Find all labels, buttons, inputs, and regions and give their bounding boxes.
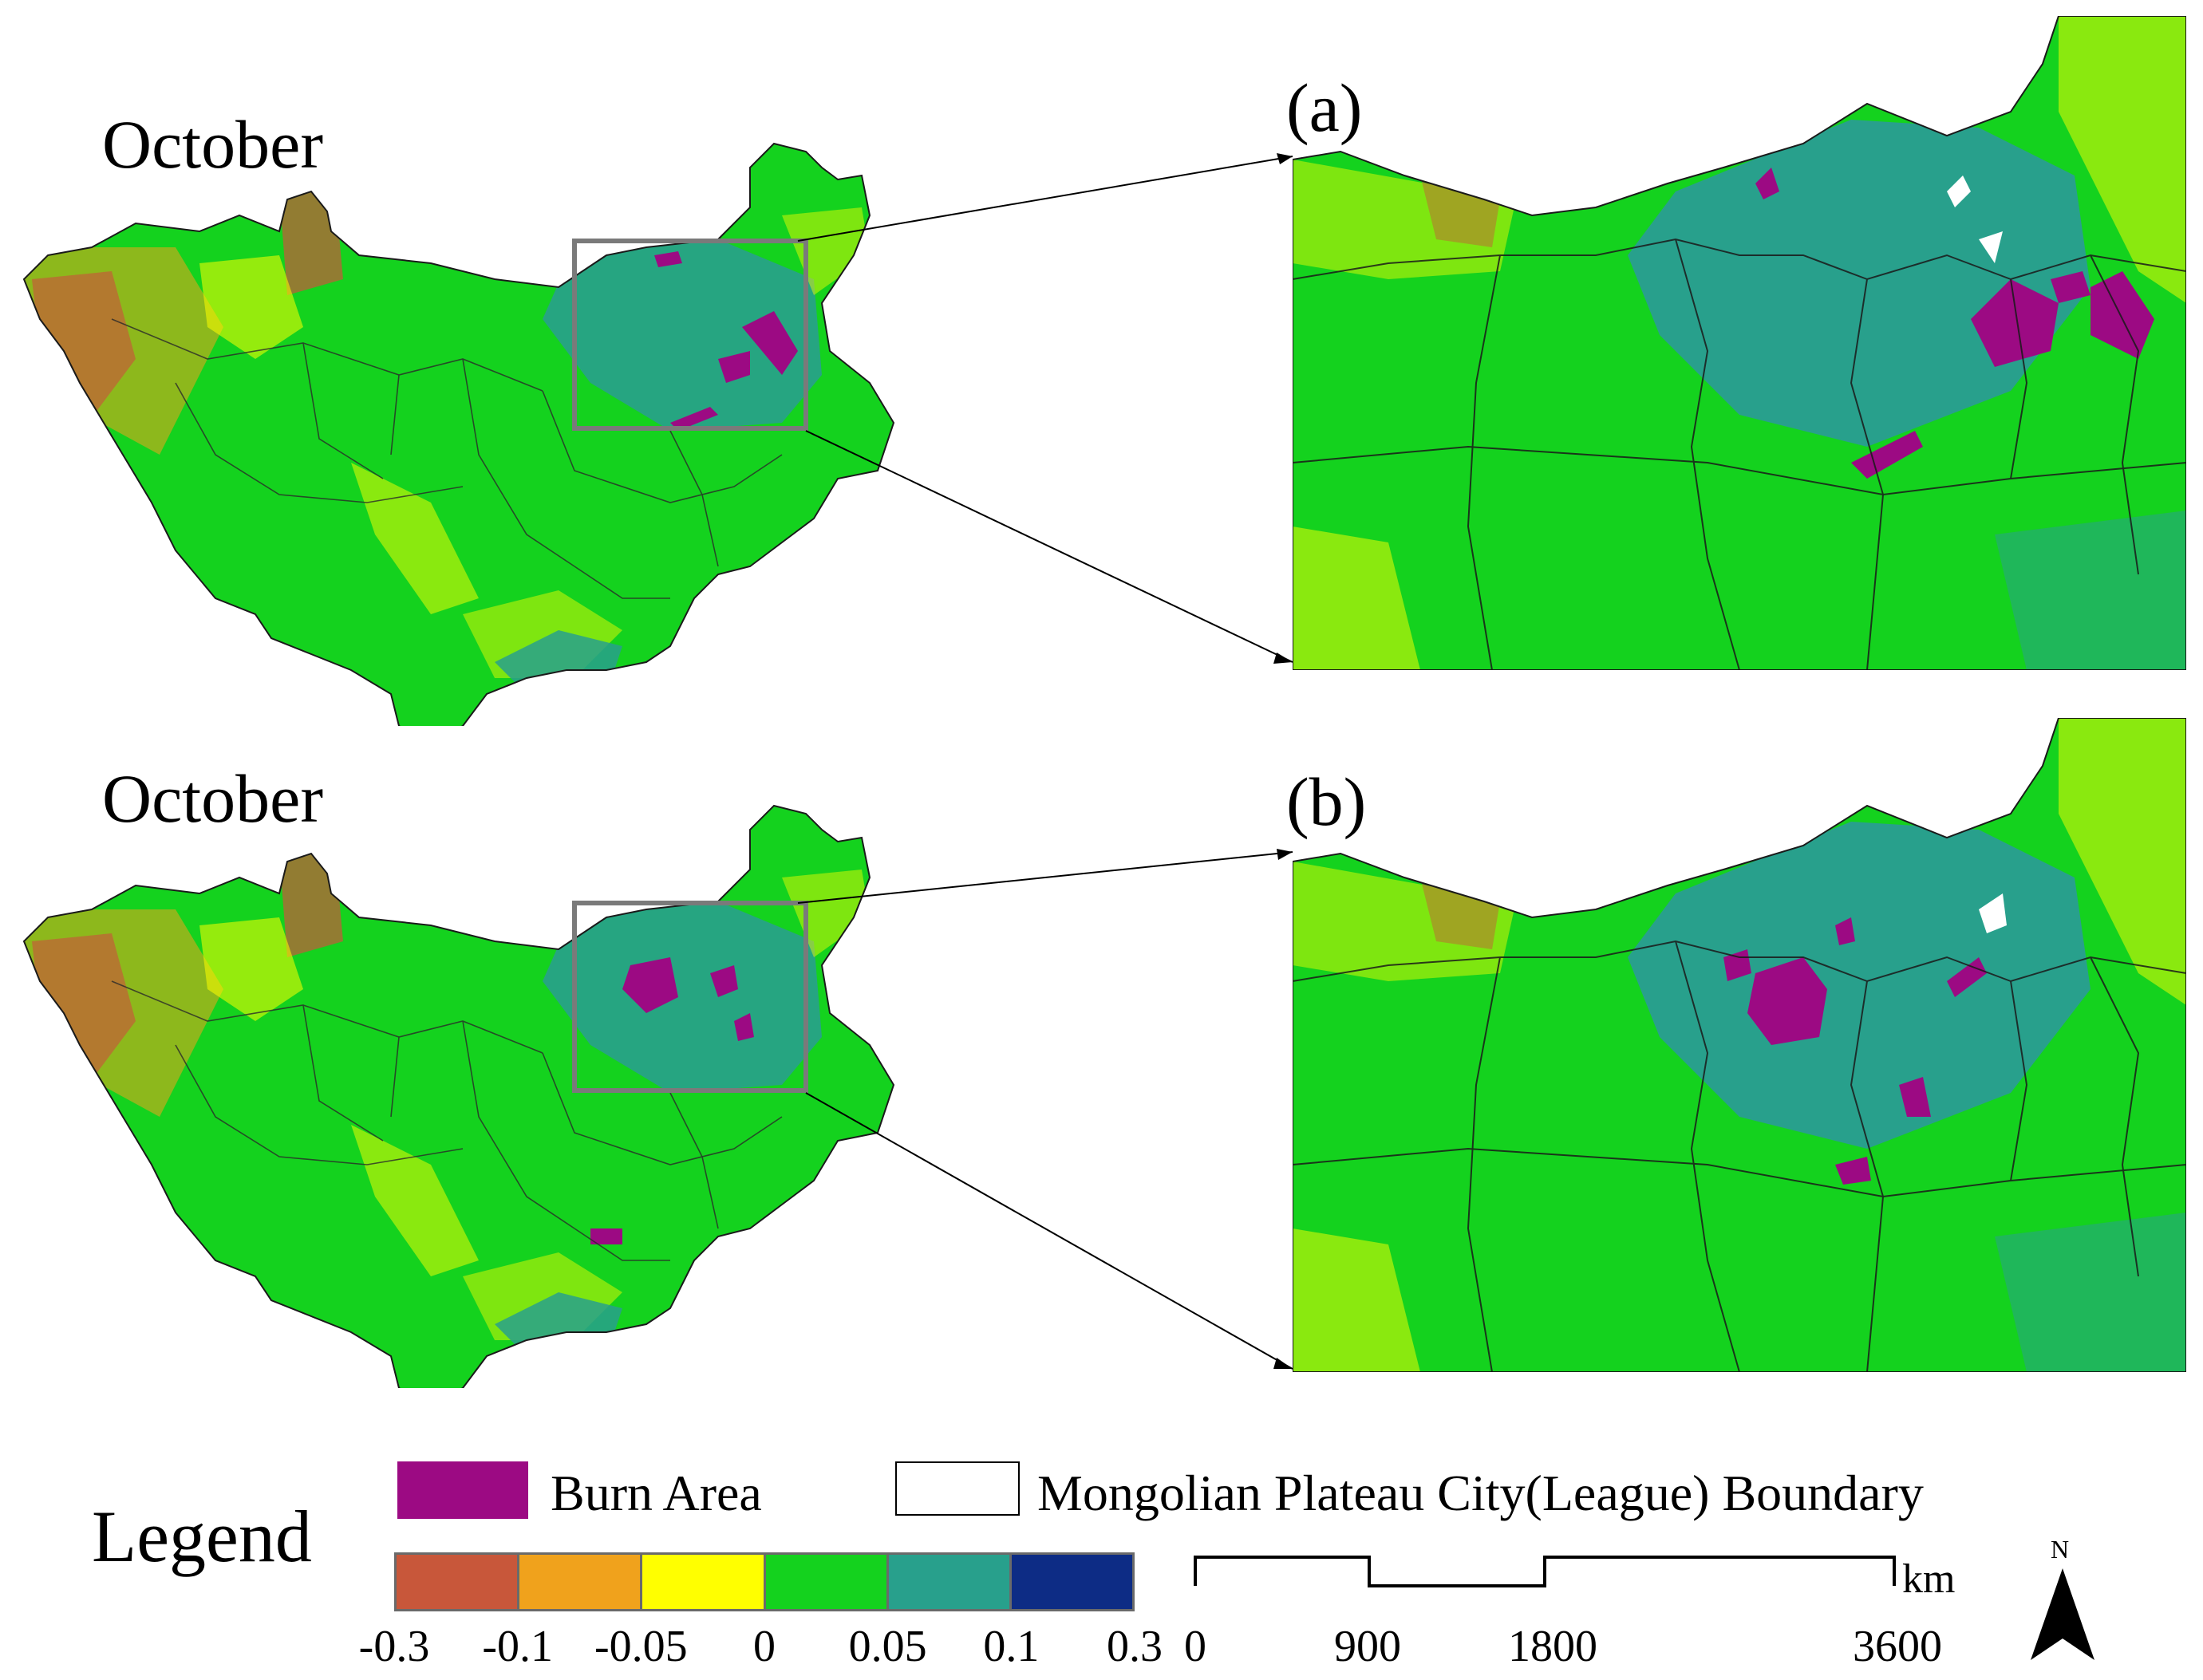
- overview-map-b: [23, 805, 894, 1388]
- class-break-3: 0: [753, 1622, 776, 1671]
- class-break-6: 0.3: [1107, 1622, 1163, 1671]
- class-break-1: -0.1: [482, 1622, 553, 1671]
- class-break-0: -0.3: [358, 1622, 430, 1671]
- class-break-4: 0.05: [848, 1622, 927, 1671]
- scale-unit: km: [1902, 1556, 1956, 1602]
- class-break-2: -0.05: [594, 1622, 688, 1671]
- ramp-class-3: [765, 1555, 889, 1609]
- ramp-class-1: [519, 1555, 643, 1609]
- ramp-class-0: [397, 1555, 520, 1609]
- zoom-extent-box-b: [572, 901, 808, 1093]
- boundary-label: Mongolian Plateau City(League) Boundary: [1037, 1465, 1924, 1521]
- scale-tick-0: 0: [1184, 1622, 1206, 1671]
- zoom-connectors-b: [797, 849, 1293, 1370]
- zoom-map-b: [1293, 718, 2186, 1372]
- panel-label-b: (b): [1286, 763, 1367, 840]
- color-ramp: [394, 1552, 1135, 1611]
- boundary-swatch: [895, 1461, 1020, 1516]
- class-break-5: 0.1: [983, 1622, 1040, 1671]
- scale-tick-3600: 3600: [1853, 1622, 1942, 1671]
- ramp-class-2: [642, 1555, 766, 1609]
- class-break-labels: -0.3 -0.1 -0.05 0 0.05 0.1 0.3: [359, 1622, 1165, 1675]
- legend-title: Legend: [92, 1496, 312, 1577]
- north-arrow-icon: [2031, 1568, 2094, 1660]
- zoom-map-a: [1293, 16, 2186, 670]
- overview-map-a: [23, 143, 894, 726]
- scale-bar: [1194, 1556, 1896, 1587]
- ramp-class-4: [888, 1555, 1012, 1609]
- burn-area-swatch: [397, 1461, 528, 1519]
- panel-label-a: (a): [1286, 69, 1363, 146]
- zoom-extent-box-a: [572, 239, 808, 431]
- map-title-october-b: October: [102, 760, 323, 837]
- zoom-connectors-a: [797, 153, 1293, 664]
- burn-area-label: Burn Area: [551, 1465, 762, 1521]
- scale-tick-1800: 1800: [1508, 1622, 1597, 1671]
- scale-tick-900: 900: [1334, 1622, 1401, 1671]
- map-title-october-a: October: [102, 106, 323, 183]
- ramp-class-5: [1011, 1555, 1133, 1609]
- north-label: N: [2051, 1535, 2070, 1564]
